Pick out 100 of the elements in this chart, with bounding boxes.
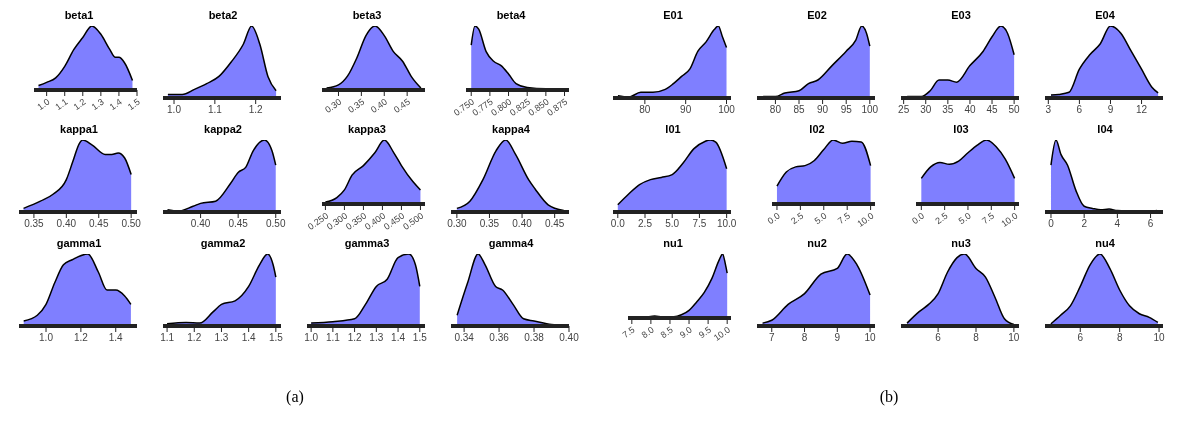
x-tick-label: 2.5 bbox=[789, 210, 806, 227]
x-tick-label: 10.0 bbox=[855, 210, 876, 229]
x-tick-label: 1.1 bbox=[207, 104, 223, 116]
x-tick-label: 0.40 bbox=[368, 96, 390, 115]
chart-title: kappa3 bbox=[347, 122, 387, 136]
x-tick-label: 1.2 bbox=[248, 104, 264, 116]
x-tick-label: 0.36 bbox=[489, 332, 510, 344]
chart-title: nu3 bbox=[950, 236, 972, 250]
x-tick-label: 8 bbox=[1116, 332, 1123, 344]
chart-title: kappa2 bbox=[203, 122, 243, 136]
x-tick-label: 85 bbox=[793, 104, 806, 116]
x-tick-label: 0.50 bbox=[121, 218, 142, 230]
x-tick-label: 0.35 bbox=[479, 218, 500, 230]
x-tick-label: 0.40 bbox=[512, 218, 533, 230]
x-tick-label: 95 bbox=[840, 104, 853, 116]
chart-title: E01 bbox=[662, 8, 684, 22]
chart-title: gamma2 bbox=[199, 236, 247, 250]
x-tick-label: 9 bbox=[1107, 104, 1114, 116]
x-tick-label: 80 bbox=[769, 104, 782, 116]
x-tick-label: 0.45 bbox=[89, 218, 109, 230]
x-tick-label: 0.30 bbox=[447, 218, 468, 230]
chart-title: E04 bbox=[1094, 8, 1116, 22]
x-tick-label: 9.5 bbox=[696, 324, 713, 341]
chart-title: kappa1 bbox=[59, 122, 99, 136]
x-tick-label: 1.0 bbox=[39, 332, 54, 344]
x-tick-label: 9.0 bbox=[677, 324, 694, 341]
x-tick-label: 1.1 bbox=[53, 96, 70, 113]
x-tick-label: 5.0 bbox=[956, 210, 973, 227]
x-tick-label: 8 bbox=[973, 332, 980, 344]
x-tick-label: 1.2 bbox=[71, 96, 88, 113]
x-tick-label: 0.50 bbox=[266, 218, 286, 230]
x-tick-label: 6 bbox=[1147, 218, 1154, 230]
x-tick-label: 8.5 bbox=[658, 324, 675, 341]
chart-title: beta4 bbox=[495, 8, 527, 22]
x-tick-label: 0.35 bbox=[346, 96, 367, 115]
chart-title: I01 bbox=[664, 122, 682, 136]
x-tick-label: 7.5 bbox=[692, 218, 707, 230]
x-tick-label: 1.0 bbox=[167, 104, 182, 116]
x-tick-label: 1.5 bbox=[268, 332, 284, 344]
x-tick-label: 1.4 bbox=[107, 96, 124, 113]
x-tick-label: 90 bbox=[817, 104, 829, 116]
x-tick-label: 0.40 bbox=[56, 218, 77, 230]
x-tick-label: 100 bbox=[718, 104, 736, 116]
x-tick-label: 9 bbox=[834, 332, 841, 344]
chart-title: beta2 bbox=[207, 8, 239, 22]
x-tick-label: 90 bbox=[680, 104, 692, 116]
x-tick-label: 0.35 bbox=[24, 218, 45, 230]
x-tick-label: 45 bbox=[986, 104, 999, 116]
chart-title: I04 bbox=[1096, 122, 1114, 136]
x-tick-label: 1.4 bbox=[108, 332, 124, 344]
x-tick-label: 1.1 bbox=[160, 332, 175, 344]
chart-title: gamma4 bbox=[487, 236, 535, 250]
x-tick-label: 0.38 bbox=[524, 332, 545, 344]
x-tick-label: 2 bbox=[1081, 218, 1088, 230]
chart-title: gamma3 bbox=[343, 236, 391, 250]
x-tick-label: 25 bbox=[898, 104, 910, 116]
text: (b) bbox=[879, 388, 899, 405]
x-tick-label: 6 bbox=[935, 332, 942, 344]
x-tick-label: 8.0 bbox=[639, 324, 656, 341]
x-tick-label: 0.30 bbox=[323, 96, 344, 115]
x-tick-label: 5.0 bbox=[665, 218, 680, 230]
x-tick-label: 80 bbox=[639, 104, 651, 116]
x-tick-label: 1.2 bbox=[187, 332, 202, 344]
x-tick-label: 7.5 bbox=[980, 210, 997, 227]
x-tick-label: 40 bbox=[964, 104, 976, 116]
x-tick-label: 0.45 bbox=[544, 218, 565, 230]
x-tick-label: 1.5 bbox=[412, 332, 428, 344]
chart-title: nu4 bbox=[1094, 236, 1116, 250]
x-tick-label: 30 bbox=[920, 104, 932, 116]
x-tick-label: 7 bbox=[768, 332, 775, 344]
x-tick-label: 1.2 bbox=[347, 332, 362, 344]
x-tick-label: 0.34 bbox=[454, 332, 475, 344]
x-tick-label: 1.3 bbox=[369, 332, 384, 344]
x-tick-label: 1.3 bbox=[89, 96, 106, 113]
x-tick-label: 6 bbox=[1076, 104, 1083, 116]
x-tick-label: 4 bbox=[1114, 218, 1121, 230]
x-tick-label: 6 bbox=[1077, 332, 1084, 344]
x-tick-label: 1.4 bbox=[391, 332, 406, 344]
chart-title: beta1 bbox=[63, 8, 95, 22]
x-tick-label: 5.0 bbox=[812, 210, 829, 227]
chart-title: nu2 bbox=[806, 236, 828, 250]
x-tick-label: 0.40 bbox=[559, 332, 580, 344]
x-tick-label: 10.0 bbox=[716, 218, 737, 230]
x-tick-label: 0.45 bbox=[391, 96, 412, 115]
x-tick-label: 1.1 bbox=[325, 332, 341, 344]
chart-title: E03 bbox=[950, 8, 972, 22]
x-tick-label: 1.2 bbox=[73, 332, 89, 344]
x-tick-label: 0.0 bbox=[910, 210, 927, 227]
x-tick-label: 10 bbox=[1008, 332, 1020, 344]
x-tick-label: 0.0 bbox=[765, 210, 782, 227]
x-tick-label: 100 bbox=[861, 104, 879, 116]
x-tick-label: 12 bbox=[1135, 104, 1148, 116]
x-tick-label: 35 bbox=[942, 104, 954, 116]
x-tick-label: 1.5 bbox=[125, 96, 142, 113]
chart-title: E02 bbox=[806, 8, 828, 22]
chart-title: beta3 bbox=[351, 8, 383, 22]
chart-title: kappa4 bbox=[491, 122, 531, 136]
x-tick-label: 1.3 bbox=[214, 332, 229, 344]
x-tick-label: 8 bbox=[801, 332, 808, 344]
x-tick-label: 7.5 bbox=[836, 210, 852, 227]
